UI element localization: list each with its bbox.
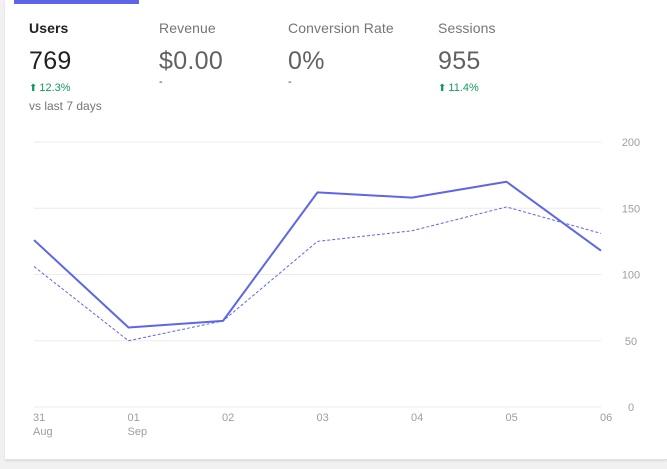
arrow-up-icon: ⬆ <box>438 83 447 94</box>
x-tick-label: 05 <box>506 412 518 424</box>
card-divider <box>5 459 667 460</box>
metric-tab-users[interactable]: Users 769 ⬆ 12.3% vs last 7 days <box>29 20 102 113</box>
metric-change: ⬆ 11.4% <box>438 82 496 95</box>
y-tick-label: 50 <box>625 336 637 348</box>
metric-value: $0.00 <box>159 47 224 75</box>
metric-label: Conversion Rate <box>288 20 394 36</box>
metric-change: ⬆ 12.3% <box>29 82 102 95</box>
y-tick-label: 0 <box>628 402 634 414</box>
metric-value: 955 <box>438 47 481 75</box>
metric-change-placeholder: - <box>288 76 292 88</box>
y-tick-label: 100 <box>622 270 640 282</box>
x-tick-sublabel: Aug <box>33 426 53 438</box>
metric-label: Revenue <box>159 20 216 36</box>
metric-value: 0% <box>288 47 325 75</box>
x-tick-label: 03 <box>317 412 329 424</box>
x-tick-label: 01 <box>128 412 140 424</box>
x-tick-label: 06 <box>600 412 612 424</box>
x-tick-label: 31 <box>33 412 45 424</box>
y-tick-label: 150 <box>622 203 640 215</box>
metric-change-text: 11.4% <box>448 82 479 94</box>
y-tick-label: 200 <box>622 137 640 149</box>
metric-label: Users <box>29 20 69 36</box>
users-line-chart: 0 50 100 150 200 31 Aug 01 Sep 02 03 04 05 06 <box>33 137 640 438</box>
series-line-comparison <box>33 206 602 342</box>
metric-change-placeholder: - <box>159 76 163 88</box>
metric-comparison-text: vs last 7 days <box>29 99 102 113</box>
series-line-primary <box>33 180 602 329</box>
x-tick-sublabel: Sep <box>128 426 148 438</box>
active-metric-indicator <box>14 0 139 4</box>
metric-tab-revenue[interactable]: Revenue $0.00 - <box>159 20 223 91</box>
metric-change-text: 12.3% <box>39 82 71 94</box>
x-tick-label: 02 <box>222 412 234 424</box>
x-tick-label: 04 <box>411 412 423 424</box>
metric-tab-conversion-rate[interactable]: Conversion Rate 0% - <box>288 20 394 91</box>
metric-label: Sessions <box>438 20 496 36</box>
metric-value: 769 <box>29 47 72 75</box>
arrow-up-icon: ⬆ <box>29 83 38 94</box>
metric-tab-sessions[interactable]: Sessions 955 ⬆ 11.4% <box>438 20 496 95</box>
users-overview-card: Users 769 ⬆ 12.3% vs last 7 days Revenue … <box>5 0 667 460</box>
